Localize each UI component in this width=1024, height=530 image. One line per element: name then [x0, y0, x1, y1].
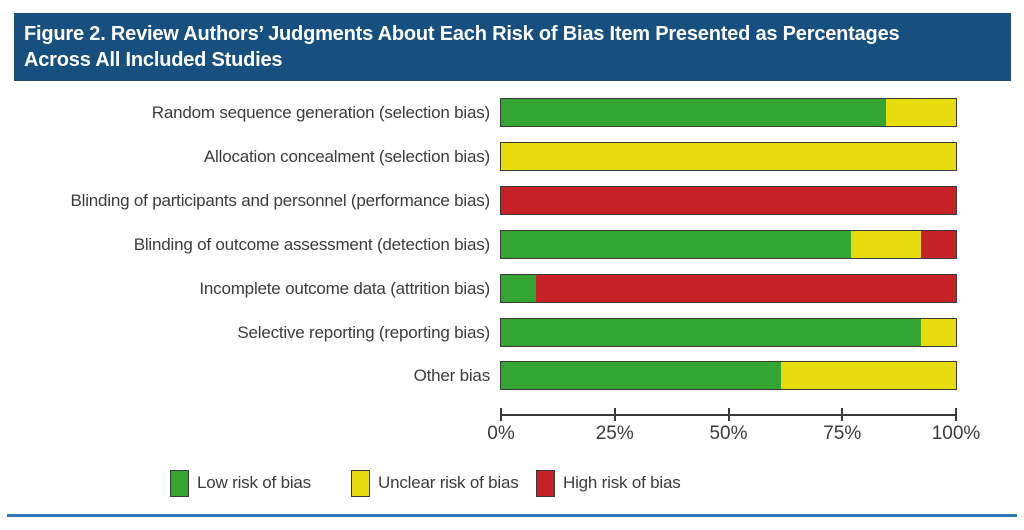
bar-segment-low [501, 275, 537, 302]
x-axis-tick-label: 25% [595, 423, 634, 444]
bar-segment-high [501, 187, 956, 214]
bar-row [500, 361, 957, 390]
legend-swatch-high [536, 469, 555, 497]
bar-segment-high [536, 275, 956, 302]
bar-row-label: Selective reporting (reporting bias) [237, 323, 490, 342]
x-axis-tick [841, 408, 844, 421]
x-axis-tick-label: 100% [931, 423, 981, 444]
legend-swatch-low [170, 469, 189, 497]
legend-swatch-unclear [351, 469, 370, 497]
bar-row-label: Blinding of participants and personnel (… [70, 191, 490, 210]
bar-segment-unclear [501, 143, 956, 170]
bottom-rule [7, 514, 1017, 517]
legend-item-high: High risk of bias [536, 468, 681, 498]
x-axis-tick [955, 408, 957, 421]
bar-segment-high [920, 231, 956, 258]
bar-segment-unclear [920, 319, 956, 346]
bar-row [500, 186, 957, 215]
bar-row-label: Allocation concealment (selection bias) [203, 147, 490, 166]
figure-title-line-2: Across All Included Studies [24, 49, 283, 71]
bar-segment-unclear [780, 362, 956, 389]
bar-row-label: Random sequence generation (selection bi… [151, 103, 490, 122]
legend-label-unclear: Unclear risk of bias [378, 473, 519, 492]
bar-row [500, 142, 957, 171]
x-axis-tick [613, 408, 616, 421]
bar-segment-low [501, 362, 781, 389]
legend-label-low: Low risk of bias [197, 473, 311, 492]
bar-row [500, 98, 957, 127]
x-axis-tick-label: 75% [823, 423, 862, 444]
legend-item-unclear: Unclear risk of bias [351, 468, 519, 498]
x-axis-tick-label: 0% [487, 423, 515, 444]
bar-row [500, 230, 957, 259]
bar-segment-low [501, 99, 886, 126]
bar-segment-unclear [850, 231, 921, 258]
x-axis-tick [727, 408, 730, 421]
legend-label-high: High risk of bias [563, 473, 681, 492]
bar-row-label: Other bias [413, 366, 491, 385]
bar-segment-low [501, 319, 921, 346]
bar-segment-unclear [885, 99, 956, 126]
x-axis-tick-label: 50% [709, 423, 748, 444]
bar-row [500, 274, 957, 303]
figure-header: Figure 2. Review Authors’ Judgments Abou… [14, 13, 1011, 81]
x-axis-tick [500, 408, 502, 421]
bar-row-label: Incomplete outcome data (attrition bias) [199, 279, 490, 298]
figure-title-line-1: Figure 2. Review Authors’ Judgments Abou… [24, 23, 900, 45]
legend-item-low: Low risk of bias [170, 468, 311, 498]
bar-row [500, 318, 957, 347]
bar-segment-low [501, 231, 851, 258]
bar-row-label: Blinding of outcome assessment (detectio… [133, 235, 490, 254]
